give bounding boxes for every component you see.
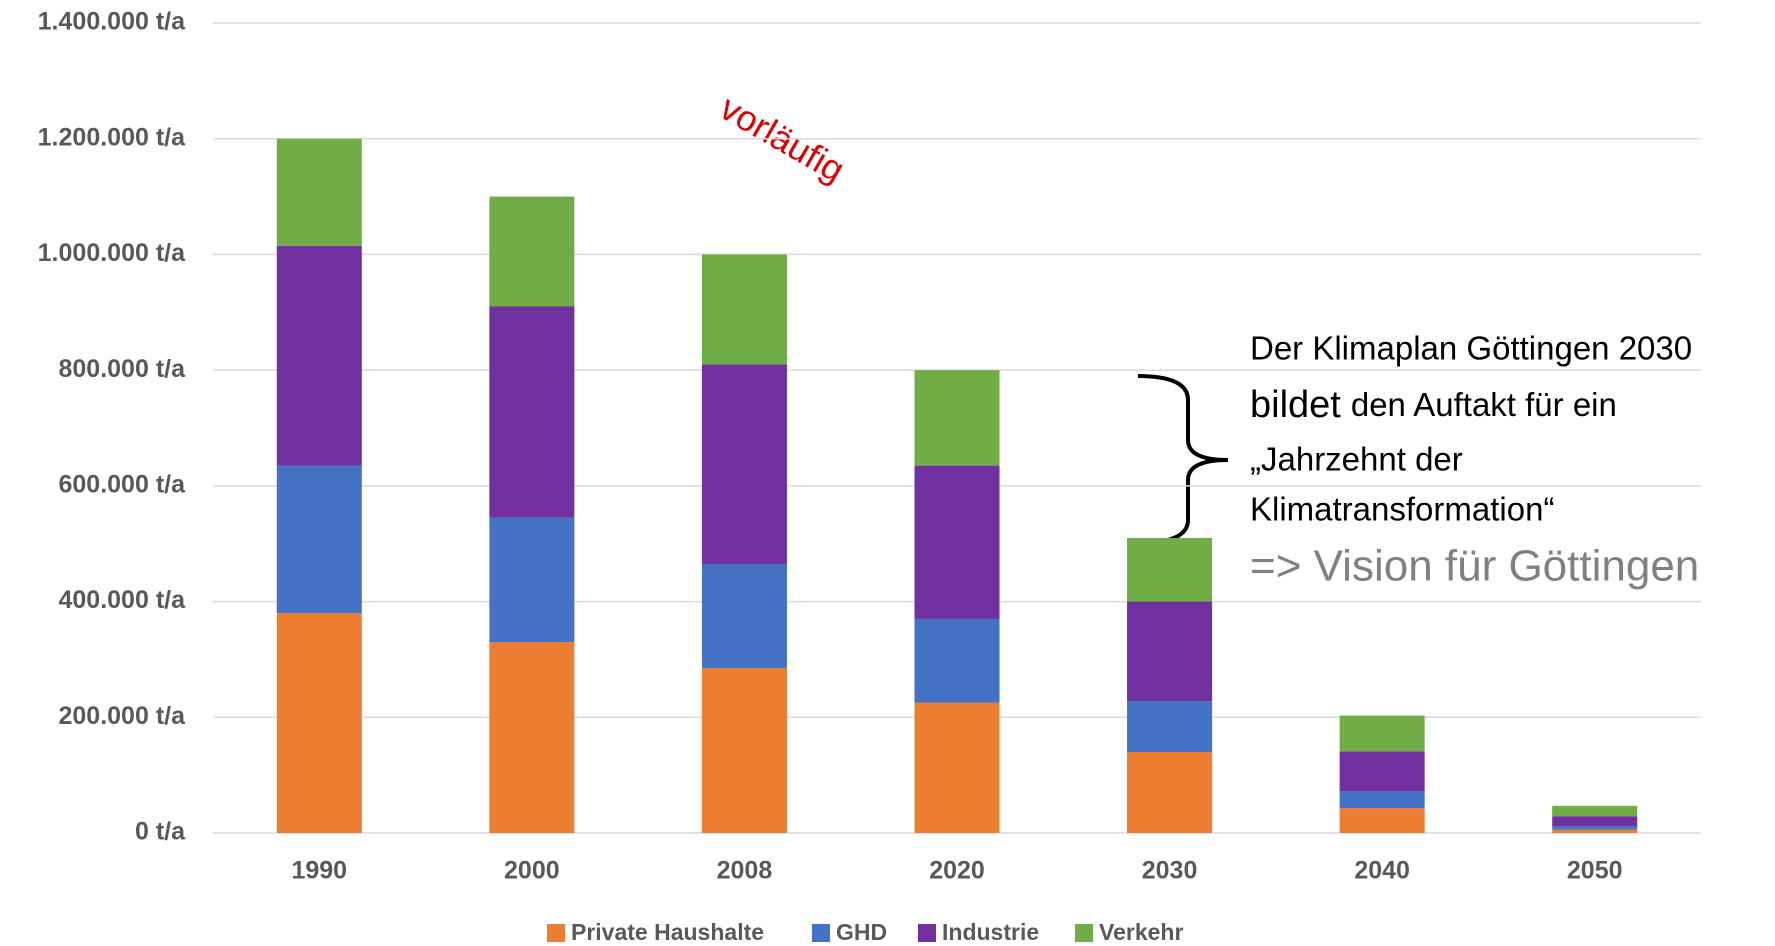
annotation: bildet — [1250, 384, 1341, 426]
y-tick-label: 1.000.000 t/a — [38, 239, 186, 267]
annotation: Klimatransformation“ — [1250, 491, 1554, 528]
bar-segment — [276, 465, 362, 614]
bar-segment — [1339, 751, 1425, 792]
x-tick-label: 2040 — [1354, 857, 1410, 885]
legend-label: Private Haushalte — [571, 919, 764, 945]
annotation: Der Klimaplan Göttingen 2030 — [1250, 330, 1692, 367]
bar-segment — [1339, 715, 1425, 752]
bar-segment — [1552, 826, 1638, 830]
y-tick-label: 1.200.000 t/a — [38, 123, 186, 151]
bracket — [1137, 374, 1229, 545]
x-tick-label: 2000 — [504, 857, 560, 885]
bar-segment — [914, 465, 1000, 619]
bar-segment — [1127, 601, 1213, 702]
annotation: bildet den Auftakt für ein — [1250, 384, 1617, 426]
legend-label: GHD — [836, 919, 887, 945]
vision: => Vision für Göttingen — [1250, 542, 1699, 591]
bar-segment — [276, 245, 362, 466]
y-tick-label: 0 t/a — [135, 818, 186, 846]
x-tick-label: 2050 — [1567, 857, 1623, 885]
bar-segment — [914, 618, 1000, 703]
bar-segment — [701, 254, 787, 365]
bar-segment — [1339, 791, 1425, 809]
annotation: den Auftakt für ein — [1351, 386, 1617, 423]
bar-segment — [1127, 752, 1213, 833]
bar-segment — [914, 702, 1000, 833]
legend-swatch — [547, 924, 565, 942]
bar-segment — [276, 138, 362, 246]
x-tick-label: 2030 — [1142, 857, 1198, 885]
annotation: „Jahrzehnt der — [1250, 441, 1463, 478]
x-tick-label: 2008 — [717, 857, 773, 885]
y-tick-label: 400.000 t/a — [59, 586, 187, 614]
bar-segment — [1339, 808, 1425, 833]
bar-segment — [489, 517, 575, 643]
legend-swatch — [1075, 924, 1093, 942]
bar-segment — [914, 370, 1000, 466]
legend-label: Industrie — [942, 919, 1039, 945]
y-tick-label: 600.000 t/a — [59, 470, 187, 498]
y-tick-label: 1.400.000 t/a — [38, 8, 186, 36]
bar-segment — [701, 563, 787, 669]
bar-segment — [1127, 701, 1213, 752]
bar-segment — [489, 306, 575, 518]
bar-segment — [1552, 829, 1638, 833]
bar-segment — [489, 196, 575, 307]
legend-swatch — [812, 924, 830, 942]
y-tick-label: 200.000 t/a — [59, 702, 187, 730]
bar-segment — [276, 613, 362, 833]
legend-label: Verkehr — [1099, 919, 1183, 945]
bar-segment — [1127, 537, 1213, 602]
bar-segment — [1552, 805, 1638, 817]
bar-segment — [489, 642, 575, 833]
x-tick-label: 2020 — [929, 857, 985, 885]
x-tick-label: 1990 — [291, 857, 347, 885]
bar-segment — [701, 364, 787, 564]
bar-segment — [701, 668, 787, 833]
bar-segment — [1552, 816, 1638, 827]
y-tick-label: 800.000 t/a — [59, 355, 187, 383]
legend-swatch — [918, 924, 936, 942]
